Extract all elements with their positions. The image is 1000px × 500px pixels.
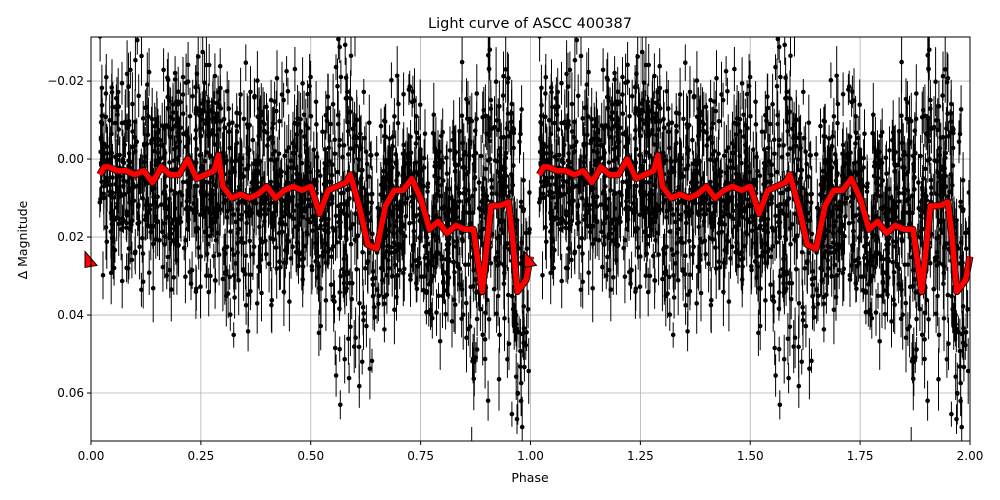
x-tick-label: 1.00 <box>517 449 544 463</box>
y-tick-label: 0.00 <box>57 152 84 166</box>
y-tick-label: −0.02 <box>47 74 84 88</box>
x-tick-label: 0.00 <box>78 449 105 463</box>
x-tick-label: 0.75 <box>407 449 434 463</box>
x-axis-ticks: 0.00 0.25 0.50 0.75 1.00 1.25 1.50 1.75 2.00 <box>78 441 984 463</box>
triangle-marker <box>524 250 538 269</box>
model-curve <box>84 151 974 296</box>
x-tick-label: 0.25 <box>188 449 215 463</box>
x-tick-label: 2.00 <box>957 449 984 463</box>
x-axis-label: Phase <box>511 470 549 485</box>
x-tick-label: 0.50 <box>297 449 324 463</box>
y-axis-label: Δ Magnitude <box>15 200 30 279</box>
plot-area <box>84 36 974 442</box>
y-axis-ticks: −0.02 0.00 0.02 0.04 0.06 <box>47 74 91 400</box>
y-tick-label: 0.04 <box>57 308 84 322</box>
x-tick-label: 1.25 <box>627 449 654 463</box>
y-tick-label: 0.06 <box>57 386 84 400</box>
y-tick-label: 0.02 <box>57 230 84 244</box>
x-tick-label: 1.50 <box>737 449 764 463</box>
chart-title: Light curve of ASCC 400387 <box>428 16 632 32</box>
x-tick-label: 1.75 <box>847 449 874 463</box>
